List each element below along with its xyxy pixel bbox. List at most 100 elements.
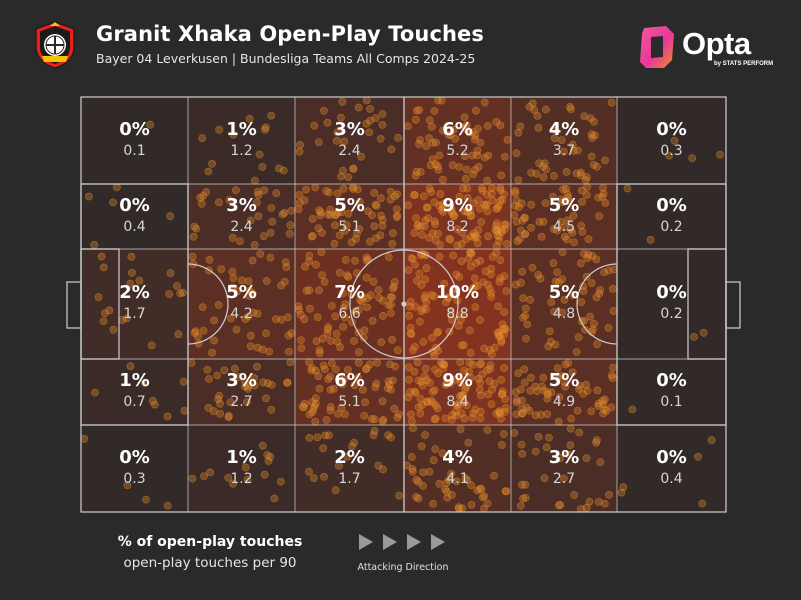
penalty-arc-right bbox=[576, 263, 618, 345]
touch-dot bbox=[388, 335, 396, 344]
touch-dot bbox=[324, 375, 332, 384]
touch-dot bbox=[228, 233, 237, 242]
zone-label: 7% 6.6 bbox=[295, 283, 404, 323]
heat-zone bbox=[188, 359, 295, 425]
touch-dot bbox=[556, 501, 565, 509]
touch-dot bbox=[163, 412, 172, 421]
touch-dot bbox=[371, 200, 380, 209]
touch-dot bbox=[285, 347, 293, 356]
touch-dot bbox=[335, 268, 344, 277]
touch-dot bbox=[440, 279, 449, 288]
touch-dot bbox=[575, 428, 584, 437]
touch-dot bbox=[85, 192, 93, 201]
touch-dot bbox=[416, 394, 425, 403]
touch-dot bbox=[192, 224, 201, 233]
touch-dot bbox=[502, 287, 511, 295]
touch-dot bbox=[365, 237, 374, 246]
touch-dot bbox=[431, 220, 440, 228]
touch-dot bbox=[356, 296, 364, 304]
touch-dot bbox=[537, 232, 546, 241]
touch-dot bbox=[646, 235, 655, 244]
touch-dot bbox=[502, 487, 511, 496]
touch-dot bbox=[260, 125, 269, 134]
touch-dot bbox=[483, 122, 492, 130]
touch-dot bbox=[386, 293, 395, 301]
touch-dot bbox=[262, 394, 270, 403]
touch-dot bbox=[338, 97, 347, 106]
heat-zone bbox=[295, 425, 404, 512]
touch-dot bbox=[408, 465, 417, 473]
touch-dot bbox=[384, 301, 393, 309]
touch-dot bbox=[343, 452, 352, 461]
touch-dot bbox=[254, 190, 263, 199]
touch-dot bbox=[572, 169, 581, 178]
touch-dot bbox=[187, 359, 196, 367]
touch-dot bbox=[601, 156, 609, 165]
touch-dot bbox=[286, 221, 295, 230]
touch-dot bbox=[477, 359, 486, 368]
touch-dot bbox=[210, 316, 218, 325]
touch-dot bbox=[688, 154, 697, 162]
zone-per90-value: 1.2 bbox=[230, 470, 253, 487]
touch-dot bbox=[417, 377, 426, 386]
touch-dot bbox=[241, 377, 249, 386]
touch-dot bbox=[551, 126, 560, 135]
touch-dot bbox=[487, 400, 496, 408]
heat-zone bbox=[81, 249, 188, 359]
touch-dot bbox=[560, 377, 569, 386]
touch-dot bbox=[412, 167, 421, 176]
touch-dot bbox=[358, 385, 367, 394]
touch-dot bbox=[471, 405, 480, 414]
touch-dot bbox=[135, 276, 144, 285]
touch-dot bbox=[483, 207, 492, 216]
touch-dot bbox=[259, 232, 268, 241]
touch-dot bbox=[362, 364, 371, 373]
touch-dot bbox=[350, 381, 359, 390]
touch-dot bbox=[148, 396, 157, 405]
zone-label: 0% 0.3 bbox=[81, 447, 188, 487]
touch-dot bbox=[305, 251, 314, 260]
touch-dot bbox=[531, 382, 539, 391]
touch-dot bbox=[354, 373, 362, 382]
touch-dot bbox=[441, 380, 450, 389]
zone-per90-value: 0.1 bbox=[123, 142, 146, 159]
touch-dot bbox=[492, 204, 501, 213]
touch-dot bbox=[376, 231, 385, 240]
touch-dot bbox=[564, 450, 573, 459]
touch-dot bbox=[457, 257, 466, 265]
touch-dot bbox=[428, 229, 437, 237]
touch-dot bbox=[583, 173, 591, 181]
zone-label: 1% 1.2 bbox=[188, 447, 295, 487]
touch-dot bbox=[258, 163, 267, 171]
touch-dot bbox=[416, 167, 425, 176]
touch-dot bbox=[569, 146, 578, 155]
touch-dot bbox=[470, 274, 479, 282]
touch-dot bbox=[241, 463, 250, 472]
touch-dot bbox=[408, 424, 417, 433]
touch-dot bbox=[320, 472, 328, 481]
heat-zone bbox=[617, 359, 726, 425]
touch-dot bbox=[587, 130, 596, 139]
touch-dot bbox=[178, 288, 187, 297]
touch-dot bbox=[377, 211, 385, 220]
touch-dot bbox=[601, 199, 610, 207]
touch-dot bbox=[215, 125, 224, 134]
touch-dot bbox=[331, 365, 340, 374]
touch-dot bbox=[467, 500, 476, 509]
touch-dot bbox=[423, 398, 432, 406]
touch-dot bbox=[313, 313, 322, 322]
touch-dot bbox=[707, 436, 716, 445]
touch-dot bbox=[440, 360, 448, 369]
zone-pct-value: 0% bbox=[119, 118, 150, 140]
zone-label: 9% 8.4 bbox=[404, 371, 511, 411]
touch-dot bbox=[477, 218, 486, 226]
touch-dot bbox=[553, 372, 562, 381]
touch-dot bbox=[393, 346, 402, 354]
touch-dot bbox=[460, 152, 469, 160]
touch-dot bbox=[550, 134, 559, 143]
touch-dot bbox=[493, 203, 502, 212]
touch-dot bbox=[594, 399, 603, 408]
zone-per90-value: 4.8 bbox=[552, 306, 576, 322]
touch-dot bbox=[442, 379, 451, 388]
touch-dot bbox=[594, 193, 603, 202]
